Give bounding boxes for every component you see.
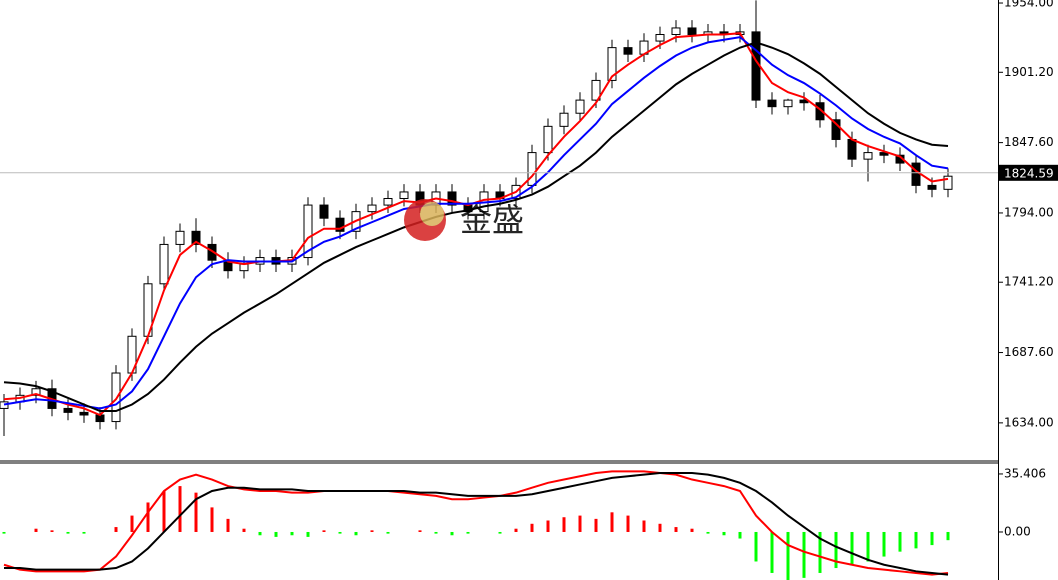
y-tick-label: 1954.00 [1004, 0, 1054, 10]
indicator-line [3, 36, 949, 410]
y-tick-label: 1901.20 [1004, 65, 1054, 79]
candle-body [79, 411, 89, 416]
y-tick-label: 1847.60 [1004, 135, 1054, 149]
candle-body [655, 34, 665, 42]
indicator-line [3, 41, 949, 413]
candle-body [879, 152, 889, 156]
candle-body [559, 112, 569, 127]
candle-body [607, 47, 617, 81]
y-tick-label: 1741.20 [1004, 275, 1054, 289]
watermark: 金盛 [404, 199, 524, 241]
y-tick-label: 35.406 [1004, 466, 1046, 480]
candle-body [687, 27, 697, 36]
candle-body [191, 230, 201, 245]
candle-body [591, 79, 601, 101]
candle-body [383, 198, 393, 206]
candle-body [767, 99, 777, 108]
candle-body [943, 175, 953, 190]
y-tick-label: 1634.00 [1004, 415, 1054, 429]
last-price-box [999, 164, 1058, 181]
candle-body [671, 27, 681, 36]
y-tick-label: 0.00 [1004, 524, 1031, 538]
logo [420, 202, 444, 226]
candle-body [335, 217, 345, 232]
y-tick-label: 1794.00 [1004, 205, 1054, 219]
candle-body [175, 230, 185, 245]
candle-body [783, 99, 793, 108]
candle-body [367, 204, 377, 213]
candle-body [815, 102, 825, 121]
indicator-line [3, 470, 949, 576]
candle-body [911, 162, 921, 186]
candle-body [831, 119, 841, 140]
candle-body [159, 243, 169, 285]
candle-body [527, 152, 537, 186]
candle-body [575, 99, 585, 114]
candle-body [31, 388, 41, 396]
candle-body [543, 125, 553, 154]
candle-body [319, 204, 329, 219]
candle-body [207, 243, 217, 261]
candle-body [111, 372, 121, 423]
candle-body [303, 204, 313, 259]
indicator-line [4, 471, 949, 576]
candle-body [927, 184, 937, 190]
candle-body [447, 191, 457, 206]
watermark-text: 金盛 [460, 201, 524, 239]
candle-body [399, 191, 409, 200]
candle-body [863, 152, 873, 160]
candle-body [63, 407, 73, 413]
candle-body [0, 401, 9, 409]
last-price-label: 1824.59 [1004, 166, 1054, 180]
candle-body [847, 138, 857, 160]
candle-body [623, 47, 633, 55]
y-tick-label: 1687.60 [1004, 345, 1054, 359]
